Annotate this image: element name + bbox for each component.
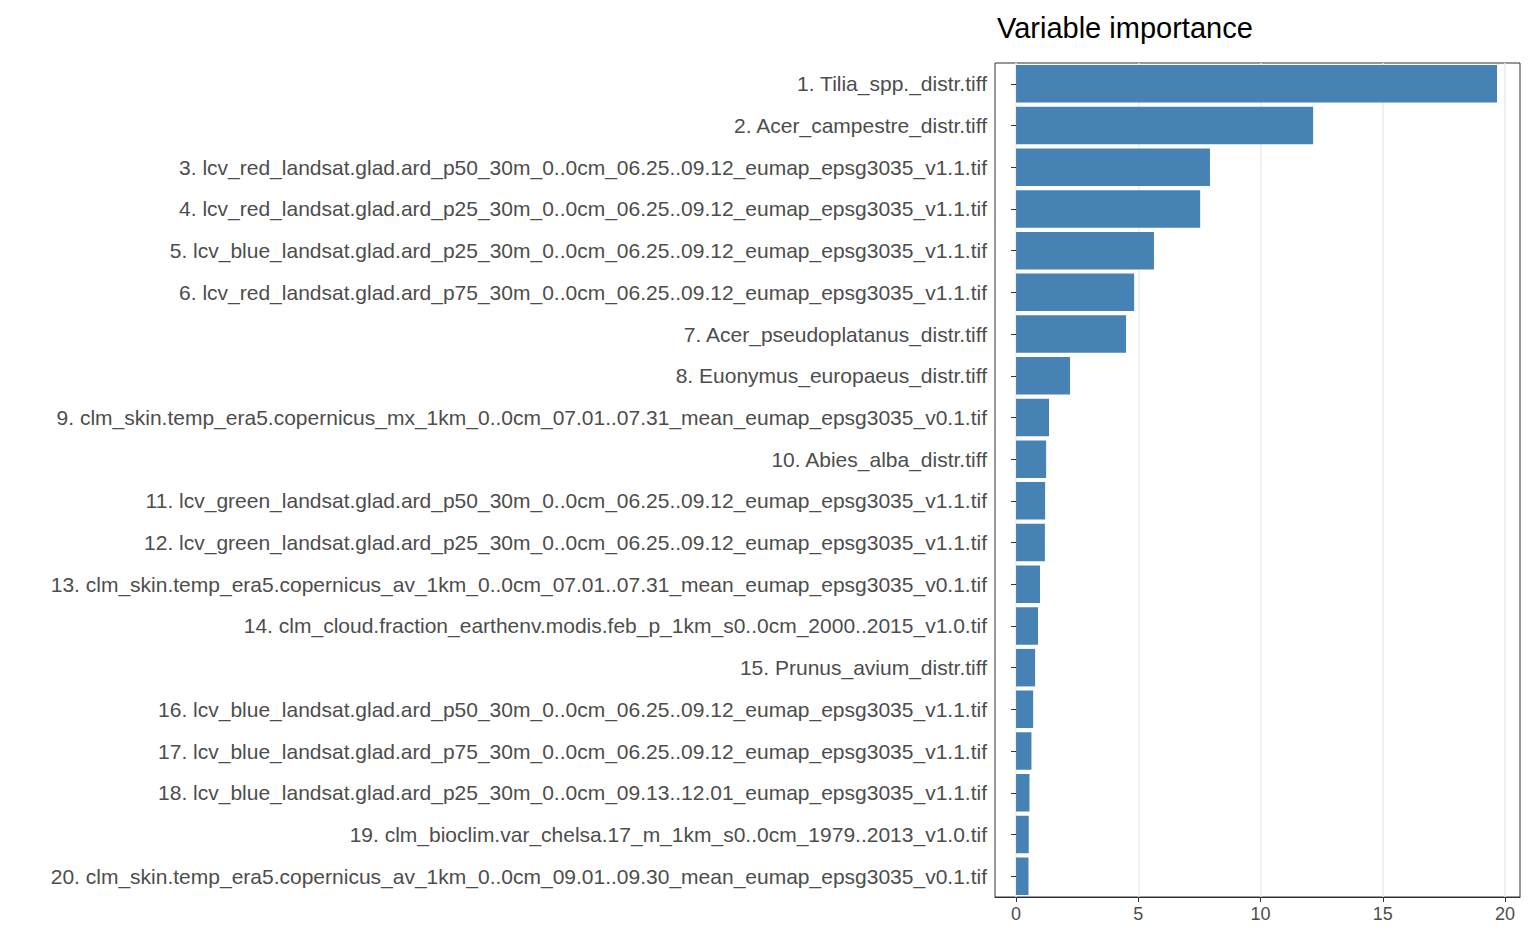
svg-text:7. Acer_pseudoplatanus_distr.t: 7. Acer_pseudoplatanus_distr.tiff [684, 323, 987, 347]
svg-text:5: 5 [1133, 904, 1143, 924]
svg-text:13. clm_skin.temp_era5.coperni: 13. clm_skin.temp_era5.copernicus_av_1km… [51, 573, 987, 597]
svg-text:18. lcv_blue_landsat.glad.ard_: 18. lcv_blue_landsat.glad.ard_p25_30m_0.… [158, 781, 987, 805]
svg-text:0: 0 [1011, 904, 1021, 924]
svg-text:8. Euonymus_europaeus_distr.ti: 8. Euonymus_europaeus_distr.tiff [676, 364, 987, 388]
svg-text:17. lcv_blue_landsat.glad.ard_: 17. lcv_blue_landsat.glad.ard_p75_30m_0.… [158, 740, 987, 764]
svg-text:3. lcv_red_landsat.glad.ard_p5: 3. lcv_red_landsat.glad.ard_p50_30m_0..0… [179, 156, 987, 180]
svg-text:19. clm_bioclim.var_chelsa.17_: 19. clm_bioclim.var_chelsa.17_m_1km_s0..… [350, 823, 988, 847]
svg-text:20: 20 [1495, 904, 1515, 924]
svg-text:Variable importance: Variable importance [997, 12, 1253, 44]
svg-text:11. lcv_green_landsat.glad.ard: 11. lcv_green_landsat.glad.ard_p50_30m_0… [146, 489, 988, 513]
svg-text:1. Tilia_spp._distr.tiff: 1. Tilia_spp._distr.tiff [797, 72, 987, 96]
svg-text:4. lcv_red_landsat.glad.ard_p2: 4. lcv_red_landsat.glad.ard_p25_30m_0..0… [179, 197, 987, 221]
svg-text:15. Prunus_avium_distr.tiff: 15. Prunus_avium_distr.tiff [740, 656, 987, 680]
svg-text:10: 10 [1251, 904, 1271, 924]
svg-text:15: 15 [1373, 904, 1393, 924]
svg-text:5. lcv_blue_landsat.glad.ard_p: 5. lcv_blue_landsat.glad.ard_p25_30m_0..… [170, 239, 987, 263]
svg-text:12. lcv_green_landsat.glad.ard: 12. lcv_green_landsat.glad.ard_p25_30m_0… [144, 531, 987, 555]
svg-text:9. clm_skin.temp_era5.copernic: 9. clm_skin.temp_era5.copernicus_mx_1km_… [57, 406, 988, 430]
svg-text:14. clm_cloud.fraction_earthen: 14. clm_cloud.fraction_earthenv.modis.fe… [244, 614, 987, 638]
svg-text:2. Acer_campestre_distr.tiff: 2. Acer_campestre_distr.tiff [734, 114, 987, 138]
svg-text:16. lcv_blue_landsat.glad.ard_: 16. lcv_blue_landsat.glad.ard_p50_30m_0.… [158, 698, 987, 722]
svg-text:6. lcv_red_landsat.glad.ard_p7: 6. lcv_red_landsat.glad.ard_p75_30m_0..0… [179, 281, 987, 305]
svg-text:10. Abies_alba_distr.tiff: 10. Abies_alba_distr.tiff [771, 448, 987, 472]
svg-text:20. clm_skin.temp_era5.coperni: 20. clm_skin.temp_era5.copernicus_av_1km… [51, 865, 987, 889]
